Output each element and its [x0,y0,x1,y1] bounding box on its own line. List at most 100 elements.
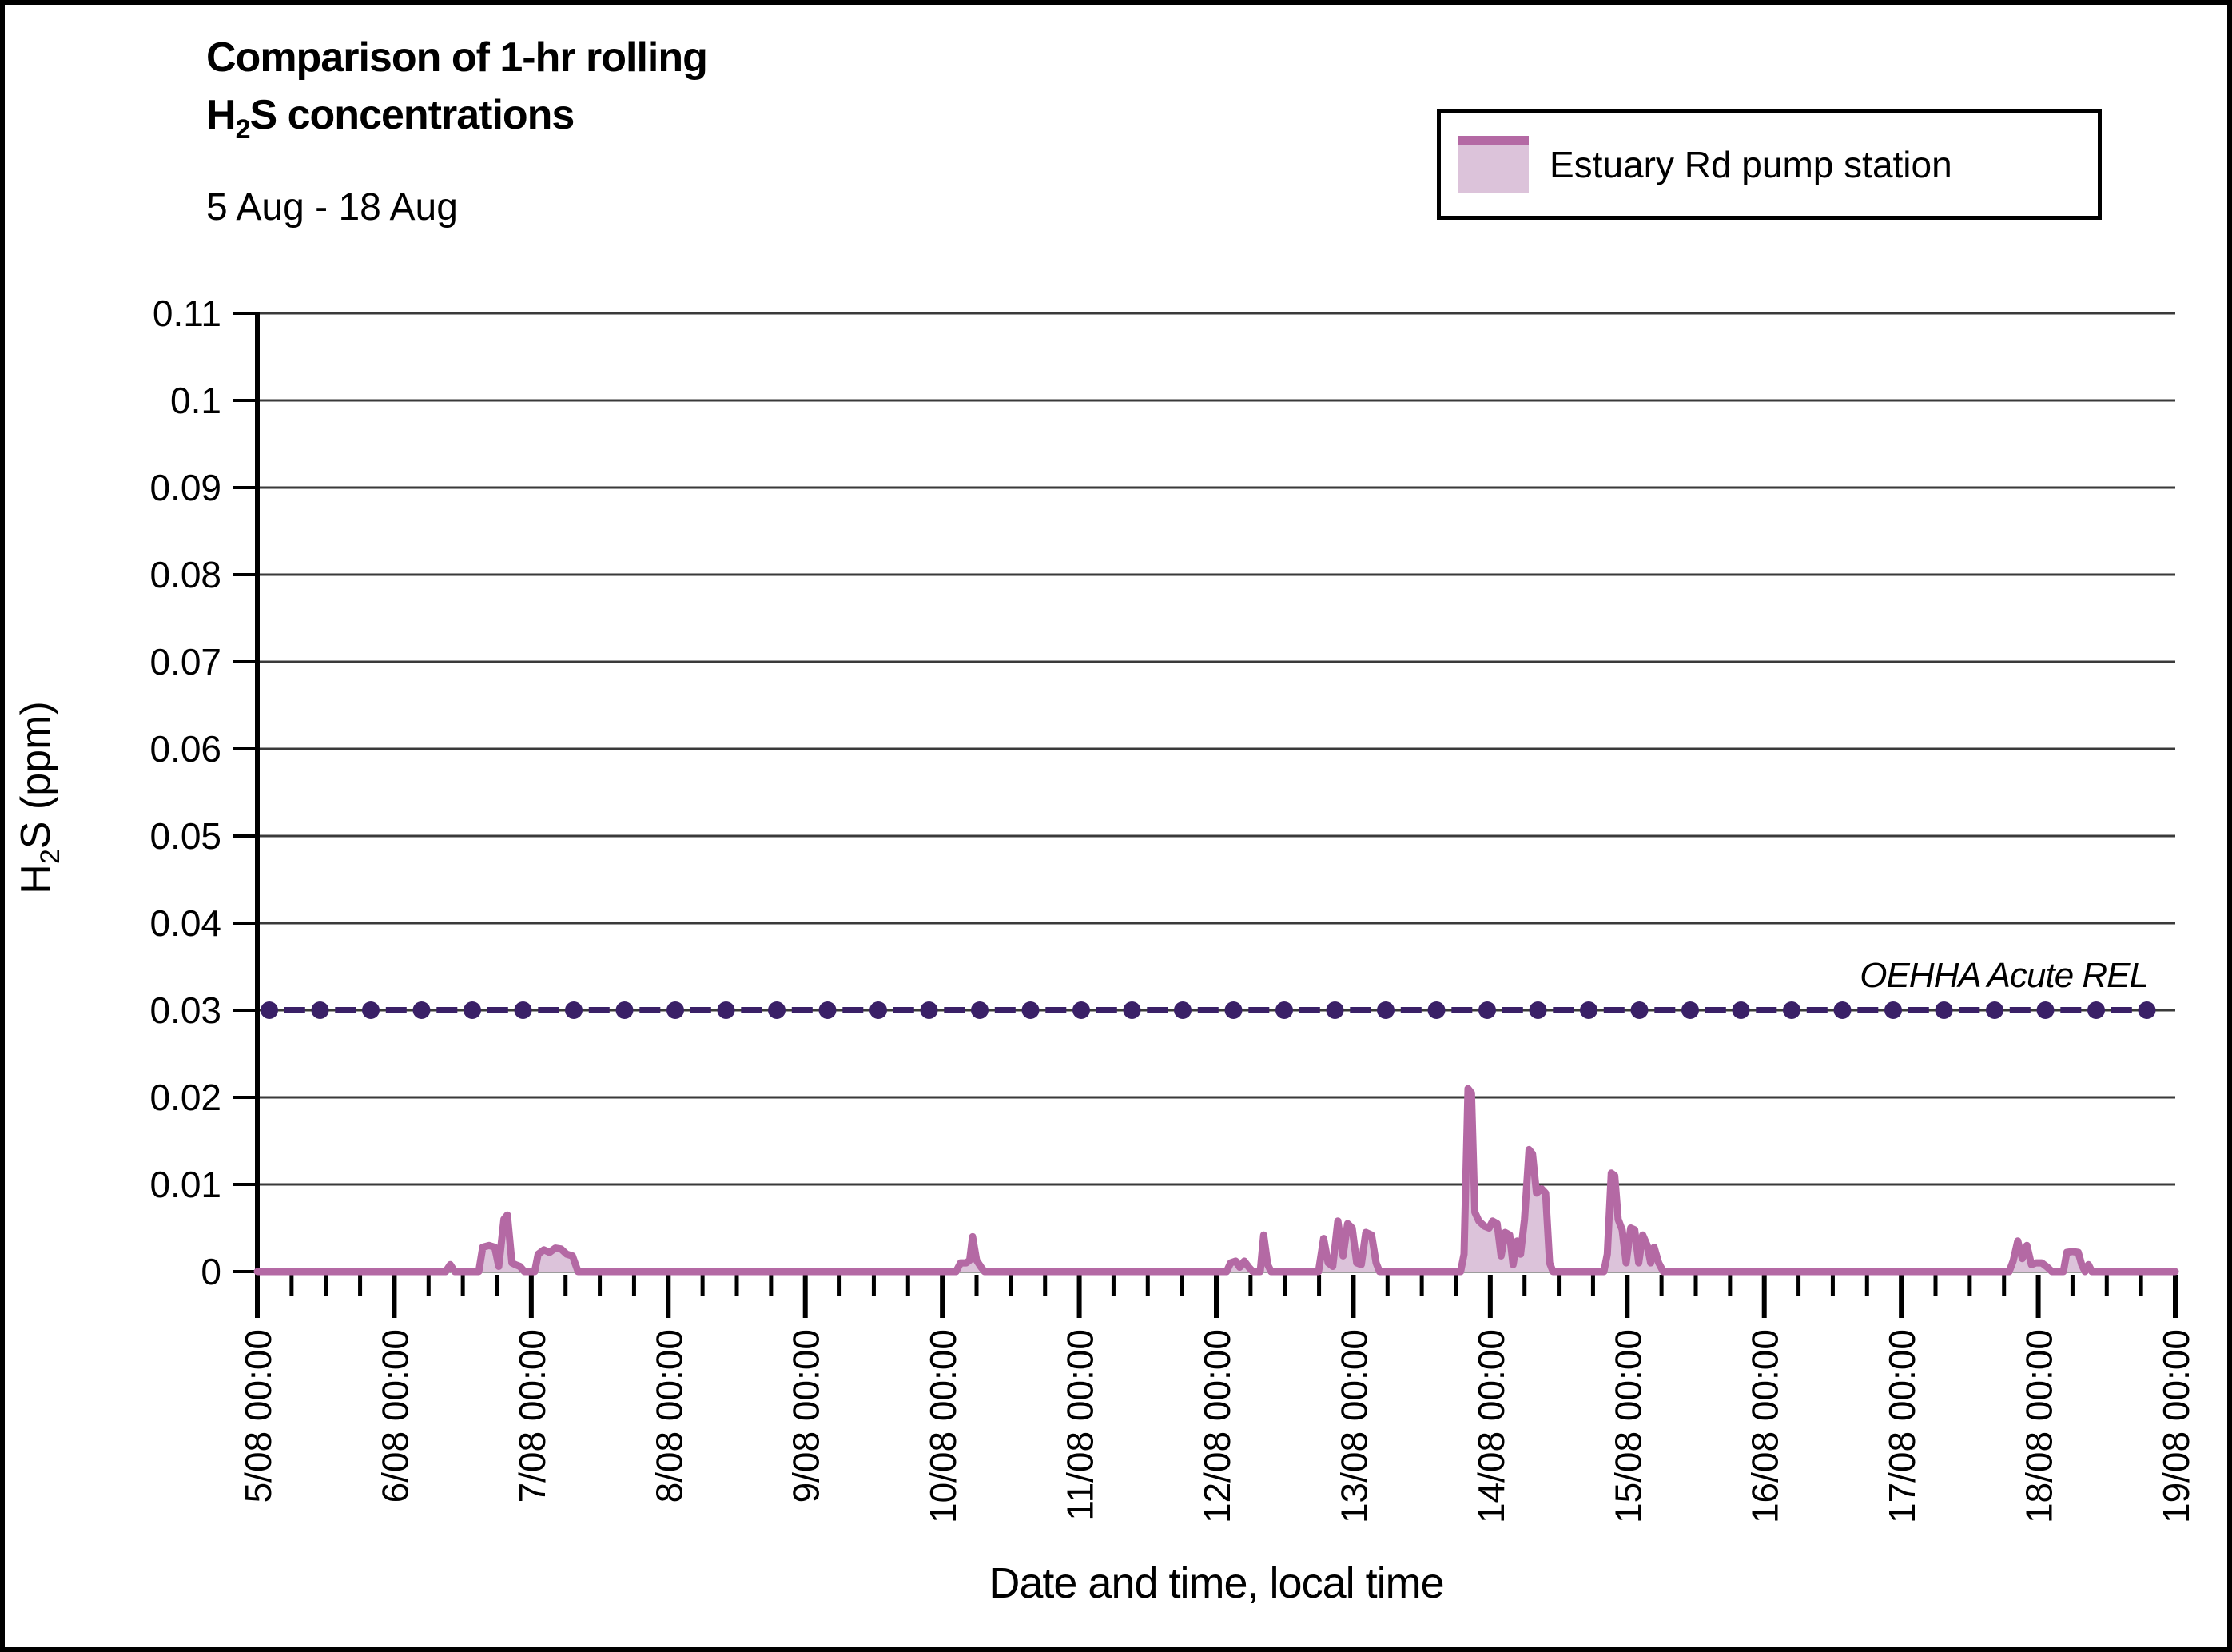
rel-line-dash [1096,1007,1117,1013]
rel-line-marker [1072,1001,1090,1019]
y-axis-title: H2S (ppm) [13,701,66,894]
rel-line-dash [639,1007,661,1013]
rel-line-dash [1299,1007,1320,1013]
rel-line-marker [1427,1001,1446,1019]
rel-line-marker [1224,1001,1243,1019]
x-tick-label: 13/08 00:00 [1333,1329,1375,1523]
rel-line-dash [335,1007,356,1013]
chart-title-line1: Comparison of 1-hr rolling [206,34,708,81]
rel-line-dash [1147,1007,1168,1013]
x-tick-label: 11/08 00:00 [1060,1329,1101,1521]
rel-line-dash [1756,1007,1777,1013]
legend-swatch-area-series [1458,136,1529,193]
rel-line-dash [1400,1007,1422,1013]
rel-reference-line [261,1001,2156,1019]
x-tick-label: 19/08 00:00 [2155,1329,2197,1523]
series-area-fill [257,1089,2175,1272]
rel-line-dash [436,1007,458,1013]
rel-line-dash [284,1007,305,1013]
rel-line-dash [1045,1007,1067,1013]
rel-line-marker [2138,1001,2156,1019]
rel-line-marker [261,1001,278,1019]
x-tick-label: 10/08 00:00 [922,1329,964,1523]
y-tick-label: 0.05 [149,815,221,857]
chart-subtitle: 5 Aug - 18 Aug [206,186,458,229]
legend-series-label: Estuary Rd pump station [1550,144,1952,185]
rel-line-marker [1783,1001,1800,1019]
rel-line-marker [1630,1001,1649,1019]
rel-line-dash [1603,1007,1625,1013]
rel-line-marker [362,1001,380,1019]
chart-title-line2: H2S concentrations [206,92,575,145]
rel-line-dash [385,1007,407,1013]
x-tick-label: 17/08 00:00 [1881,1329,1923,1523]
rel-line-marker [311,1001,329,1019]
rel-line-marker [514,1001,532,1019]
rel-line-dash [1350,1007,1371,1013]
x-tick-label: 14/08 00:00 [1470,1329,1512,1523]
x-tick-label: 9/08 00:00 [786,1329,827,1503]
legend-box: Estuary Rd pump station [1437,109,2102,220]
rel-line-dash [994,1007,1016,1013]
rel-line-marker [768,1001,786,1019]
rel-line-dash [1197,1007,1219,1013]
rel-line-dash [588,1007,610,1013]
y-tick-label: 0.1 [170,380,221,421]
x-tick-label: 15/08 00:00 [1607,1329,1649,1523]
rel-line-marker [869,1001,887,1019]
rel-line-marker [1326,1001,1344,1019]
x-tick-label: 18/08 00:00 [2019,1329,2060,1523]
y-tick-label: 0.04 [149,902,221,944]
rel-line-marker [412,1001,431,1019]
rel-line-marker [565,1001,583,1019]
x-axis-title: Date and time, local time [989,1559,1444,1607]
rel-line-marker [717,1001,735,1019]
rel-line-marker [971,1001,989,1019]
rel-line-marker [1732,1001,1750,1019]
x-tick-label: 6/08 00:00 [374,1329,416,1503]
rel-line-dash [690,1007,711,1013]
rel-line-annotation: OEHHA Acute REL [1860,956,2149,995]
rel-line-marker [1123,1001,1141,1019]
y-tick-label: 0.08 [149,554,221,595]
y-tick-label: 0.11 [153,293,221,334]
chart-title: Comparison of 1-hr rolling H2S concentra… [206,29,708,158]
rel-line-marker [1580,1001,1597,1019]
rel-line-marker [1377,1001,1395,1019]
rel-line-dash [944,1007,965,1013]
x-tick-label: 12/08 00:00 [1196,1329,1238,1523]
rel-line-dash [1451,1007,1473,1013]
rel-line-marker [818,1001,837,1019]
rel-line-marker [1478,1001,1496,1019]
series-line [253,1085,2179,1276]
rel-line-dash [1654,1007,1676,1013]
rel-line-marker [920,1001,938,1019]
rel-line-dash [2111,1007,2132,1013]
rel-line-dash [842,1007,864,1013]
rel-line-dash [1908,1007,1929,1013]
y-tick-label: 0.09 [149,467,221,508]
rel-line-marker [464,1001,481,1019]
rel-line-dash [1806,1007,1828,1013]
rel-line-dash [487,1007,508,1013]
x-tick-label: 5/08 00:00 [237,1329,279,1503]
rel-line-dash [1705,1007,1726,1013]
x-tick-label: 16/08 00:00 [1745,1329,1786,1523]
rel-line-marker [1986,1001,2003,1019]
rel-line-marker [2087,1001,2105,1019]
rel-line-dash [1553,1007,1574,1013]
rel-line-dash [538,1007,559,1013]
rel-line-marker [1021,1001,1040,1019]
y-tick-label: 0.03 [149,989,221,1031]
rel-line-marker [1529,1001,1547,1019]
rel-line-dash [1857,1007,1879,1013]
subscript-2: 2 [235,114,251,145]
rel-line-marker [2036,1001,2055,1019]
x-tick-label: 8/08 00:00 [648,1329,690,1503]
rel-line-dash [1502,1007,1523,1013]
rel-line-marker [1884,1001,1902,1019]
rel-line-dash [741,1007,762,1013]
rel-line-dash [2060,1007,2082,1013]
